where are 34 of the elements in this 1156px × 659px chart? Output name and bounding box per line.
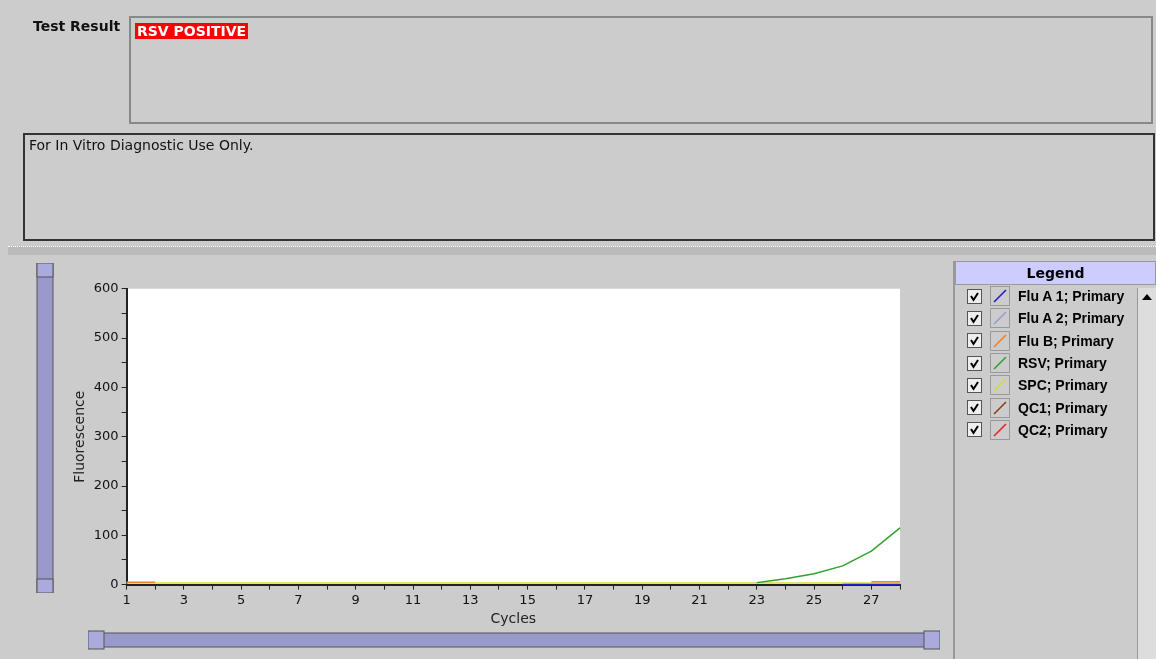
legend-label: Flu A 2; Primary [1018, 310, 1125, 327]
x-tick-label: 23 [748, 591, 766, 607]
legend-label: SPC; Primary [1018, 377, 1108, 394]
y-tick-label: 400 [93, 378, 119, 394]
y-tick-label: 300 [93, 428, 119, 444]
x-tick-label: 19 [633, 591, 651, 607]
y-tick-label: 0 [110, 575, 119, 591]
x-tick-label: 17 [576, 591, 594, 607]
x-axis-title: Cycles [490, 610, 537, 627]
text: RSV POSITIVE [135, 23, 249, 39]
x-tick-label: 25 [805, 591, 823, 607]
legend-title: Legend [955, 261, 1156, 285]
x-tick-label: 21 [691, 591, 708, 607]
x-tick-label: 15 [519, 591, 536, 607]
x-tick-label: 3 [179, 591, 189, 607]
x-tick-label: 27 [863, 591, 880, 607]
legend-label: QC1; Primary [1018, 399, 1108, 416]
x-tick-label: 1 [122, 591, 131, 607]
legend-label: QC2; Primary [1018, 421, 1108, 438]
y-axis-title: Fluorescence [71, 390, 88, 483]
y-tick-label: 200 [93, 477, 119, 493]
legend-label: Flu A 1; Primary [1018, 288, 1125, 305]
y-tick-label: 500 [93, 329, 119, 345]
y-tick-label: 600 [93, 280, 119, 296]
x-tick-label: 11 [404, 591, 422, 607]
x-tick-label: 9 [351, 591, 360, 607]
text: Test Result [33, 18, 121, 34]
x-tick-label: 7 [294, 591, 303, 607]
text: For In Vitro Diagnostic Use Only. [23, 133, 1155, 241]
y-tick-label: 100 [93, 526, 119, 542]
legend-label: RSV; Primary [1018, 355, 1107, 372]
x-tick-label: 5 [237, 591, 246, 607]
x-tick-label: 13 [462, 591, 479, 607]
legend-label: Flu B; Primary [1018, 332, 1114, 349]
